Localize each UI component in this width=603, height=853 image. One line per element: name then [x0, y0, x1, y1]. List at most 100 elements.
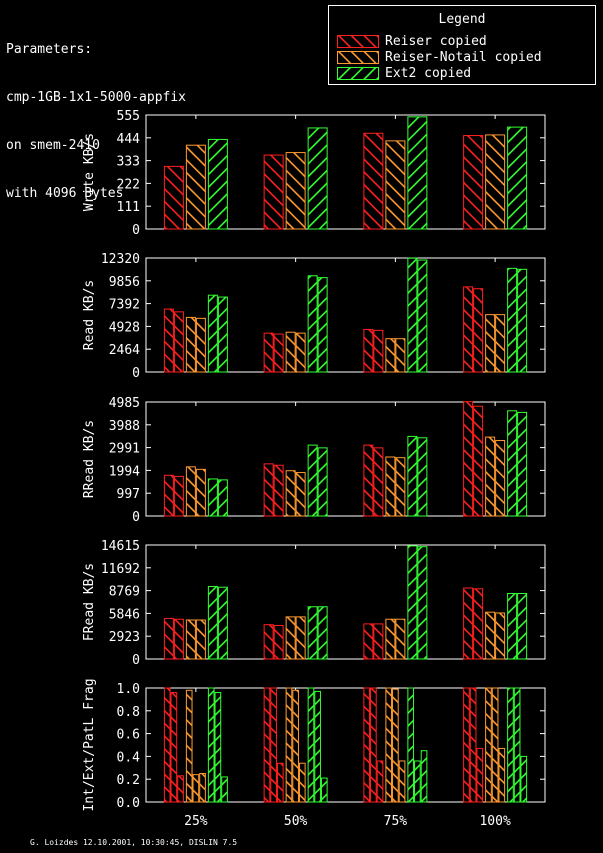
- bar: [373, 623, 384, 660]
- legend-swatch-ext2: [337, 67, 379, 80]
- params-line-2: cmp-1GB-1x1-5000-appfix: [6, 90, 187, 105]
- bar: [485, 134, 506, 230]
- bar: [507, 410, 518, 517]
- bar: [317, 606, 328, 660]
- y-tick-label: 0: [132, 653, 140, 668]
- bar: [295, 616, 306, 660]
- bar: [476, 747, 484, 803]
- bar: [513, 687, 521, 803]
- bar: [498, 747, 506, 803]
- bar: [263, 154, 284, 230]
- bar: [163, 308, 174, 373]
- bar: [363, 444, 374, 517]
- x-tick-label: 100%: [479, 814, 510, 829]
- bar: [363, 687, 371, 803]
- y-axis-label: Write KB/s: [82, 133, 97, 211]
- bar: [407, 687, 415, 803]
- bar: [495, 612, 506, 660]
- bar: [207, 478, 218, 517]
- parameters-block: Parameters: cmp-1GB-1x1-5000-appfix on s…: [6, 10, 186, 218]
- y-tick-label: 555: [117, 109, 140, 124]
- y-tick-label: 1994: [109, 464, 140, 479]
- y-tick-label: 11692: [101, 562, 140, 577]
- bar: [263, 624, 274, 660]
- bar: [317, 447, 328, 517]
- y-tick-label: 4928: [109, 320, 140, 335]
- y-tick-label: 4985: [109, 396, 140, 411]
- y-tick-label: 8769: [109, 585, 140, 600]
- bar: [199, 773, 206, 803]
- bar: [507, 687, 514, 803]
- bar: [207, 138, 228, 230]
- bar: [270, 687, 277, 803]
- panel-5: 0.0 0.2 0.4 0.6 0.8 1.0 Int/Ext/PatL Frag: [82, 678, 546, 812]
- bar: [192, 774, 200, 803]
- bar: [307, 275, 318, 373]
- legend-title: Legend: [438, 12, 486, 27]
- bar: [273, 624, 284, 660]
- bar: [307, 606, 318, 660]
- y-tick-label: 7392: [109, 298, 140, 313]
- bar: [263, 463, 274, 517]
- bar: [217, 586, 228, 660]
- bar: [221, 776, 228, 803]
- y-tick-label: 2923: [109, 630, 140, 645]
- bar: [307, 127, 328, 230]
- bar: [517, 592, 528, 660]
- legend-swatch-reiser-notail: [337, 51, 379, 64]
- bar: [363, 623, 374, 660]
- bar: [392, 688, 399, 803]
- bar: [207, 294, 218, 373]
- panel-frame: [145, 401, 546, 517]
- bar: [395, 457, 406, 517]
- y-tick-label: 0.8: [117, 705, 140, 720]
- panel-frame: [145, 257, 546, 373]
- bar: [173, 311, 184, 373]
- y-tick-label: 0: [132, 510, 140, 525]
- bar: [314, 690, 321, 803]
- y-tick-label: 12320: [101, 252, 140, 267]
- bar: [385, 618, 396, 660]
- bar: [463, 135, 484, 230]
- bar: [177, 775, 184, 803]
- bar: [485, 314, 496, 373]
- y-axis-label: FRead KB/s: [82, 563, 97, 641]
- bar: [398, 760, 406, 803]
- bar: [463, 687, 470, 803]
- bar: [373, 329, 384, 373]
- y-tick-label: 0: [132, 366, 140, 381]
- legend-swatch-reiser: [337, 35, 379, 48]
- legend-label-reiser: Reiser copied: [385, 34, 487, 49]
- bar: [285, 331, 296, 373]
- bar: [163, 687, 171, 803]
- bar: [317, 277, 328, 373]
- bar: [170, 692, 178, 803]
- legend-item-reiser-notail: Reiser-Notail copied: [337, 51, 542, 65]
- bar: [473, 288, 484, 373]
- y-tick-label: 2464: [109, 343, 140, 358]
- bar: [395, 618, 406, 660]
- y-tick-label: 0.0: [117, 796, 140, 811]
- bar: [473, 405, 484, 517]
- bar: [517, 411, 528, 517]
- y-tick-label: 997: [117, 487, 140, 502]
- panel-4: 0 2923 5846 8769 11692 14615 FRead KB/s: [82, 539, 546, 668]
- bar: [363, 132, 384, 230]
- panel-3: 0 997 1994 2991 3988 4985 RRead KB/s: [82, 396, 546, 525]
- y-tick-label: 444: [117, 132, 141, 147]
- bar: [307, 444, 318, 517]
- bar: [195, 317, 206, 373]
- bar: [407, 116, 428, 230]
- bar: [463, 401, 474, 517]
- bar: [373, 447, 384, 517]
- params-line-3: on smem-2410: [6, 138, 100, 153]
- y-tick-label: 0: [132, 223, 140, 238]
- bar: [285, 616, 296, 660]
- bar: [385, 687, 393, 803]
- params-line-1: Parameters:: [6, 42, 93, 57]
- bar: [217, 479, 228, 517]
- y-tick-label: 0.6: [117, 728, 140, 743]
- legend-box: Legend Reiser copied Reiser-Notail copie…: [328, 5, 596, 85]
- bar: [463, 286, 474, 373]
- legend-item-ext2: Ext2 copied: [337, 67, 471, 81]
